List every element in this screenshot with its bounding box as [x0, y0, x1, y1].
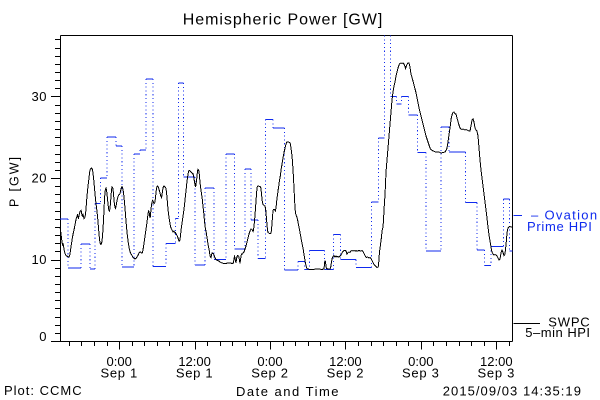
- svg-text:P [GW]: P [GW]: [8, 155, 22, 207]
- svg-text:0:00: 0:00: [107, 354, 132, 369]
- svg-text:12:00: 12:00: [329, 354, 362, 369]
- svg-text:0:00: 0:00: [408, 354, 433, 369]
- svg-text:Date and Time: Date and Time: [236, 384, 340, 399]
- svg-text:Hemispheric Power [GW]: Hemispheric Power [GW]: [183, 12, 384, 29]
- svg-text:Sep 2: Sep 2: [251, 366, 288, 381]
- svg-text:20: 20: [32, 171, 47, 186]
- svg-text:Sep 3: Sep 3: [402, 366, 439, 381]
- svg-text:5–min HPI: 5–min HPI: [525, 325, 590, 340]
- svg-text:– Ovation: – Ovation: [531, 208, 598, 223]
- svg-text:Sep 2: Sep 2: [327, 366, 364, 381]
- svg-text:Prime HPI: Prime HPI: [527, 219, 593, 234]
- svg-text:12:00: 12:00: [178, 354, 211, 369]
- svg-text:10: 10: [32, 252, 47, 267]
- svg-text:Sep 3: Sep 3: [478, 366, 515, 381]
- svg-text:0: 0: [39, 329, 47, 344]
- svg-text:0:00: 0:00: [257, 354, 282, 369]
- svg-text:SWPC: SWPC: [548, 315, 590, 330]
- svg-text:30: 30: [32, 89, 47, 104]
- svg-text:Sep 1: Sep 1: [176, 366, 213, 381]
- svg-text:Plot: CCMC: Plot: CCMC: [4, 383, 83, 398]
- svg-text:2015/09/03 14:35:19: 2015/09/03 14:35:19: [443, 384, 582, 399]
- svg-text:12:00: 12:00: [480, 354, 513, 369]
- svg-text:Sep 1: Sep 1: [100, 366, 137, 381]
